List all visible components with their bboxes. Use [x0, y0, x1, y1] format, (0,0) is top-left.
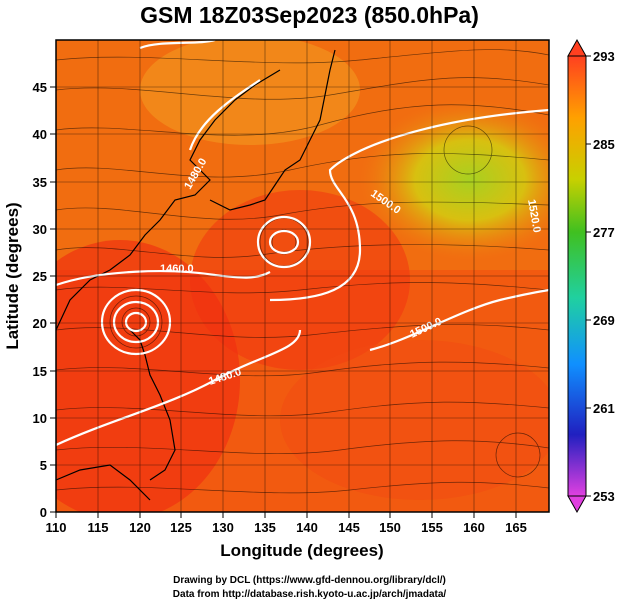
x-axis-label: Longitude (degrees)	[220, 541, 383, 560]
y-tick-label: 30	[33, 222, 47, 237]
map-title: GSM 18Z03Sep2023 (850.0hPa)	[140, 2, 479, 28]
x-tick-label: 110	[46, 520, 67, 535]
contour-label: 1520.0	[525, 198, 543, 233]
x-tick-label: 150	[379, 520, 401, 535]
y-tick-label: 0	[40, 505, 47, 520]
y-tick-label: 20	[33, 316, 47, 331]
y-axis-label: Latitude (degrees)	[3, 202, 22, 349]
colorbar-gradient	[567, 55, 587, 497]
y-tick-label: 15	[33, 364, 47, 379]
y-tick-label: 40	[33, 127, 47, 142]
x-tick-label: 155	[421, 520, 443, 535]
colorbar-tick-label: 269	[593, 313, 615, 328]
x-axis-ticks	[55, 512, 517, 518]
credit-drawing: Drawing by DCL (https://www.gfd-dennou.o…	[173, 575, 446, 586]
y-tick-label: 35	[33, 175, 47, 190]
y-tick-label: 45	[33, 80, 47, 95]
colorbar: 253 261 269 277 285 293	[567, 38, 615, 514]
height-contours	[56, 40, 549, 446]
y-tick-label: 25	[33, 269, 47, 284]
colorbar-tick-label: 261	[593, 401, 615, 416]
x-tick-label: 120	[129, 520, 151, 535]
colorbar-tick-label: 277	[593, 225, 615, 240]
x-tick-label: 140	[296, 520, 318, 535]
y-tick-label: 10	[33, 411, 47, 426]
colorbar-tick-label: 285	[593, 137, 615, 152]
x-tick-label: 130	[212, 520, 234, 535]
x-tick-label: 135	[254, 520, 276, 535]
y-tick-label: 5	[40, 458, 47, 473]
colorbar-top-arrow	[567, 38, 587, 57]
x-tick-label: 115	[88, 520, 109, 535]
x-tick-label: 165	[505, 520, 527, 535]
wind-streamlines	[56, 49, 549, 494]
x-tick-label: 160	[463, 520, 485, 535]
x-tick-labels: 110 115 120 125 130 135 140 145 150 155 …	[46, 520, 527, 535]
y-axis-ticks	[50, 86, 56, 513]
colorbar-tick-label: 293	[593, 49, 615, 64]
colorbar-bottom-arrow	[567, 495, 587, 514]
graticule	[56, 40, 549, 512]
y-tick-labels: 0 5 10 15 20 25 30 35 40 45	[33, 80, 47, 520]
credit-data: Data from http://database.rish.kyoto-u.a…	[172, 589, 447, 600]
colorbar-tick-label: 253	[593, 489, 615, 504]
x-tick-label: 125	[170, 520, 192, 535]
x-tick-label: 145	[338, 520, 360, 535]
contour-label: 1460.0	[160, 263, 194, 275]
